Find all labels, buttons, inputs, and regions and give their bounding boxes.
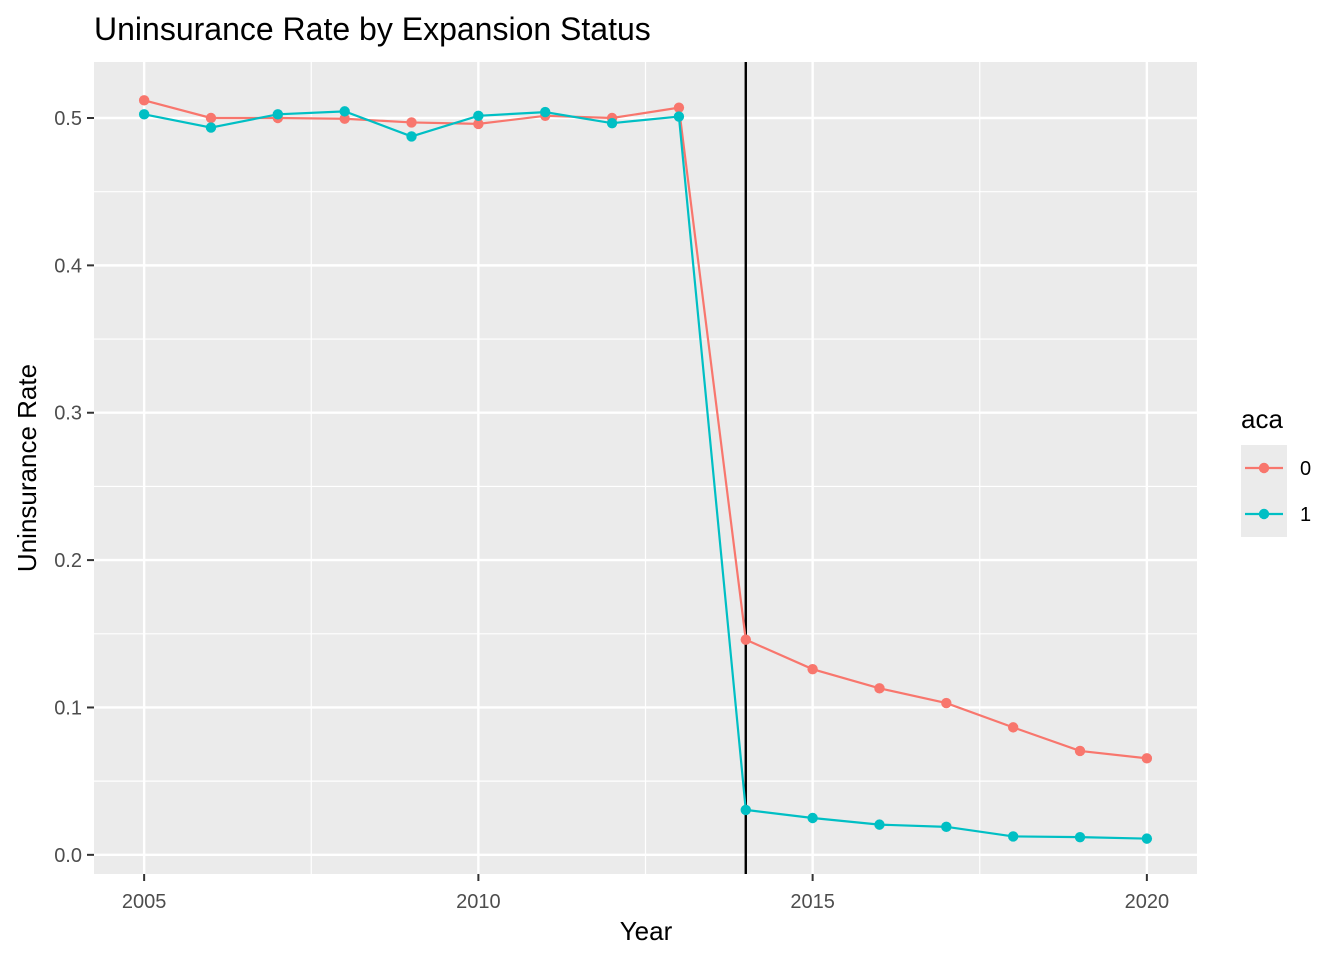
legend-key-point-1 bbox=[1258, 508, 1270, 520]
y-tick-label: 0.3 bbox=[54, 403, 82, 425]
data-point-1-2011 bbox=[540, 106, 551, 118]
data-point-1-2006 bbox=[205, 122, 217, 133]
data-point-1-2007 bbox=[272, 109, 284, 120]
legend-label-1: 1 bbox=[1300, 504, 1311, 526]
series-layer bbox=[138, 95, 1153, 844]
data-point-0-2013 bbox=[673, 102, 685, 113]
y-tick-label: 0.2 bbox=[54, 550, 82, 572]
x-axis-ticks: 2005 2010 2015 2020 bbox=[122, 874, 1169, 913]
data-point-1-2014 bbox=[740, 804, 751, 816]
data-point-0-2016 bbox=[874, 683, 885, 694]
data-point-1-2018 bbox=[1007, 831, 1019, 842]
chart-title: Uninsurance Rate by Expansion Status bbox=[94, 11, 651, 47]
data-point-1-2012 bbox=[606, 117, 618, 129]
x-axis-title: Year bbox=[620, 916, 673, 946]
legend-key-point-0 bbox=[1258, 462, 1270, 474]
legend: aca 0 1 bbox=[1241, 404, 1311, 537]
x-tick-label: 2005 bbox=[122, 891, 167, 913]
minor-gridlines bbox=[94, 62, 1197, 874]
data-point-0-2020 bbox=[1141, 753, 1153, 764]
data-point-0-2015 bbox=[807, 663, 818, 675]
data-point-0-2005 bbox=[138, 95, 150, 106]
data-point-1-2017 bbox=[941, 821, 952, 833]
y-tick-label: 0.4 bbox=[54, 255, 82, 277]
data-point-1-2009 bbox=[406, 131, 417, 142]
x-tick-label: 2020 bbox=[1125, 891, 1170, 913]
data-point-0-2019 bbox=[1074, 745, 1086, 757]
x-tick-label: 2015 bbox=[790, 891, 835, 913]
data-point-0-2009 bbox=[406, 117, 417, 128]
x-tick-label: 2010 bbox=[456, 891, 501, 913]
series-line-1 bbox=[143, 110, 1147, 840]
data-point-1-2020 bbox=[1141, 833, 1153, 844]
data-point-0-2018 bbox=[1007, 722, 1019, 733]
data-point-0-2008 bbox=[339, 113, 350, 124]
data-point-1-2019 bbox=[1074, 831, 1086, 843]
legend-label-0: 0 bbox=[1300, 458, 1311, 480]
series-line-0 bbox=[143, 99, 1147, 760]
data-point-1-2005 bbox=[138, 109, 150, 120]
data-point-1-2016 bbox=[874, 819, 885, 830]
data-point-1-2008 bbox=[339, 106, 350, 117]
legend-title: aca bbox=[1241, 404, 1283, 434]
data-point-1-2015 bbox=[807, 812, 818, 824]
data-point-0-2010 bbox=[473, 118, 484, 130]
y-tick-label: 0.5 bbox=[54, 108, 82, 130]
y-axis-title: Uninsurance Rate bbox=[12, 364, 42, 572]
y-tick-label: 0.0 bbox=[54, 845, 82, 867]
major-gridlines bbox=[94, 62, 1197, 874]
data-point-0-2006 bbox=[205, 112, 217, 124]
data-point-0-2017 bbox=[941, 697, 952, 709]
data-point-0-2014 bbox=[740, 634, 751, 645]
data-point-1-2013 bbox=[673, 111, 685, 122]
y-axis-ticks: 0.0 0.1 0.2 0.3 0.4 0.5 bbox=[54, 108, 94, 867]
data-point-1-2010 bbox=[473, 110, 484, 121]
y-tick-label: 0.1 bbox=[54, 697, 82, 719]
